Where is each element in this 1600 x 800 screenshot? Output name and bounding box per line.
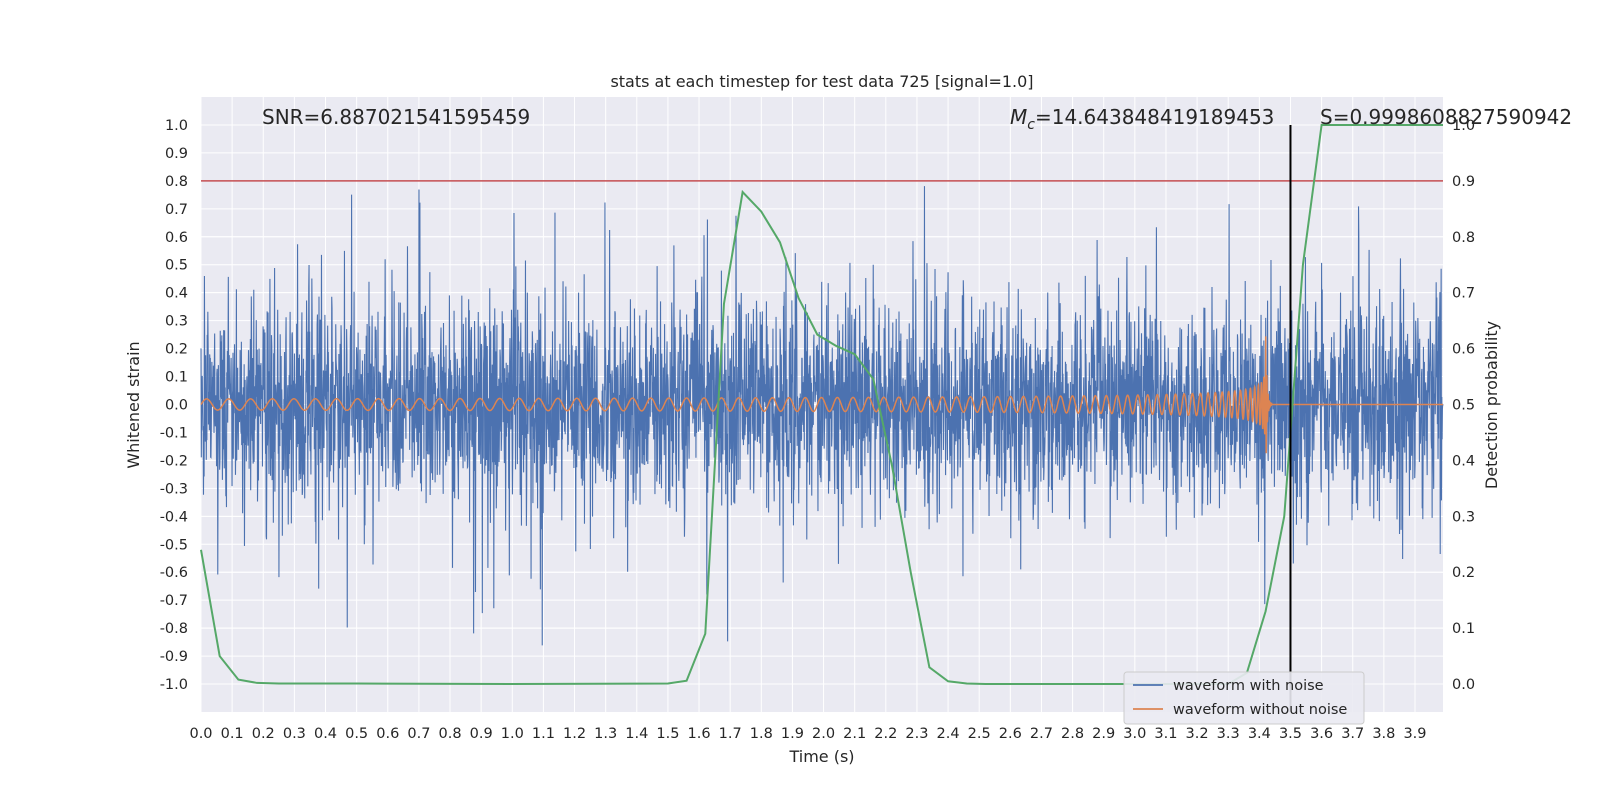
y-right-tick-label: 0.3 — [1452, 509, 1475, 525]
y-right-tick-label: 0.9 — [1452, 174, 1475, 190]
y-tick-label: 0.7 — [165, 202, 188, 218]
mc-subscript: c — [1027, 117, 1035, 133]
x-tick-label: 2.7 — [1030, 726, 1053, 742]
y-right-tick-label: 0.8 — [1452, 230, 1475, 246]
snr-annotation: SNR=6.887021541595459 — [262, 105, 530, 129]
x-tick-label: 1.1 — [532, 726, 555, 742]
y-tick-label: 0.9 — [165, 146, 188, 162]
y-tick-label: 0.2 — [165, 342, 188, 358]
chart-title: stats at each timestep for test data 725… — [610, 72, 1033, 91]
x-tick-label: 2.0 — [812, 726, 835, 742]
legend-label-noise: waveform with noise — [1173, 678, 1324, 694]
x-tick-label: 0.0 — [189, 726, 212, 742]
y-right-tick-label: 0.0 — [1452, 677, 1475, 693]
series-waveform-with-noise — [200, 186, 1444, 646]
y-tick-label: 0.4 — [165, 286, 188, 302]
y-tick-label: 0.1 — [165, 370, 188, 386]
x-tick-label: 2.2 — [874, 726, 897, 742]
y-right-axis-label: Detection probability — [1482, 321, 1501, 489]
y-tick-label: -0.7 — [160, 593, 188, 609]
x-tick-label: 0.6 — [376, 726, 399, 742]
plot-series — [200, 123, 1444, 712]
mc-symbol: M — [1010, 105, 1027, 129]
x-tick-label: 1.8 — [750, 726, 773, 742]
x-axis-label: Time (s) — [788, 747, 854, 766]
x-tick-label: 3.0 — [1123, 726, 1146, 742]
y-tick-label: -0.6 — [160, 565, 188, 581]
mc-annotation: Mc=14.643848419189453 — [1010, 105, 1274, 133]
s-annotation: S=0.9998608827590942 — [1320, 105, 1572, 129]
y-tick-labels: 1.0 0.9 0.8 0.7 0.6 0.5 0.4 0.3 0.2 0.1 0.0 -0.1 -0.… — [160, 118, 188, 693]
y-right-tick-label: 0.2 — [1452, 565, 1475, 581]
x-tick-label: 1.2 — [563, 726, 586, 742]
x-tick-label: 2.8 — [1061, 726, 1084, 742]
x-tick-label: 2.1 — [843, 726, 866, 742]
y-right-tick-label: 0.1 — [1452, 621, 1475, 637]
x-tick-label: 0.7 — [407, 726, 430, 742]
y-tick-label: 0.5 — [165, 258, 188, 274]
x-tick-label: 0.1 — [221, 726, 244, 742]
x-tick-label: 1.6 — [688, 726, 711, 742]
x-tick-label: 1.7 — [719, 726, 742, 742]
y-right-tick-label: 0.7 — [1452, 286, 1475, 302]
y-tick-label: -0.8 — [160, 621, 188, 637]
x-tick-label: 3.2 — [1186, 726, 1209, 742]
x-tick-label: 0.4 — [314, 726, 337, 742]
x-tick-label: 0.5 — [345, 726, 368, 742]
y-tick-label: 0.3 — [165, 314, 188, 330]
y-tick-label: -1.0 — [160, 677, 188, 693]
x-tick-label: 1.3 — [594, 726, 617, 742]
y-tick-label: -0.3 — [160, 481, 188, 497]
mc-value: =14.643848419189453 — [1035, 105, 1274, 129]
x-tick-label: 0.8 — [438, 726, 461, 742]
y-right-tick-label: 0.6 — [1452, 342, 1475, 358]
x-tick-label: 1.9 — [781, 726, 804, 742]
x-tick-label: 3.6 — [1310, 726, 1333, 742]
y-tick-label: 0.6 — [165, 230, 188, 246]
y-right-tick-labels: 1.0 0.9 0.8 0.7 0.6 0.5 0.4 0.3 0.2 0.1 0.0 — [1452, 118, 1475, 693]
y-tick-label: -0.1 — [160, 425, 188, 441]
x-tick-label: 2.4 — [937, 726, 960, 742]
y-right-tick-label: 0.5 — [1452, 398, 1475, 414]
x-tick-label: 3.3 — [1217, 726, 1240, 742]
y-axis-label: Whitened strain — [124, 341, 143, 468]
y-tick-label: -0.9 — [160, 649, 188, 665]
x-tick-label: 2.6 — [999, 726, 1022, 742]
x-tick-label: 3.8 — [1372, 726, 1395, 742]
x-tick-label: 2.5 — [968, 726, 991, 742]
x-tick-label: 3.5 — [1279, 726, 1302, 742]
y-right-tick-label: 0.4 — [1452, 453, 1475, 469]
x-tick-label: 3.9 — [1403, 726, 1426, 742]
y-tick-label: 1.0 — [165, 118, 188, 134]
series-waveform-without-noise — [200, 336, 1443, 454]
x-tick-label: 1.4 — [625, 726, 648, 742]
x-tick-label: 1.0 — [501, 726, 524, 742]
y-tick-label: -0.5 — [160, 537, 188, 553]
legend-label-clean: waveform without noise — [1173, 702, 1347, 718]
x-tick-label: 1.5 — [656, 726, 679, 742]
legend: waveform with noise waveform without noi… — [1123, 671, 1365, 725]
x-tick-labels: 0.0 0.1 0.2 0.3 0.4 0.5 0.6 0.7 0.8 0.9 1.0 1.1 1.2 1… — [189, 726, 1426, 742]
y-tick-label: 0.0 — [165, 398, 188, 414]
x-tick-label: 0.9 — [470, 726, 493, 742]
x-tick-label: 3.7 — [1341, 726, 1364, 742]
x-tick-label: 2.9 — [1092, 726, 1115, 742]
y-right-tick-label: 1.0 — [1452, 118, 1475, 134]
y-tick-label: -0.2 — [160, 453, 188, 469]
y-tick-label: 0.8 — [165, 174, 188, 190]
series-detection-probability — [200, 123, 1443, 686]
x-tick-label: 0.3 — [283, 726, 306, 742]
x-tick-label: 3.4 — [1248, 726, 1271, 742]
x-tick-label: 0.2 — [252, 726, 275, 742]
x-tick-label: 3.1 — [1154, 726, 1177, 742]
y-tick-label: -0.4 — [160, 509, 188, 525]
x-tick-label: 2.3 — [905, 726, 928, 742]
legend-box — [1123, 671, 1365, 725]
